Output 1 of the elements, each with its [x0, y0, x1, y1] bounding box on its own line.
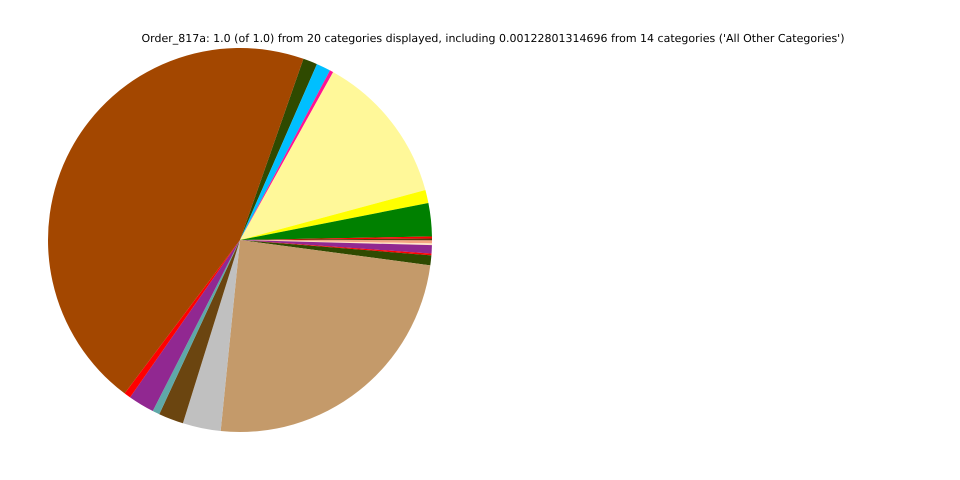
text: Order_817a: 1.0 (of 1.0) from 20 categories displayed, including 0.00122801314696 from 14 categories ('All Other Categories'): [140, 32, 846, 45]
